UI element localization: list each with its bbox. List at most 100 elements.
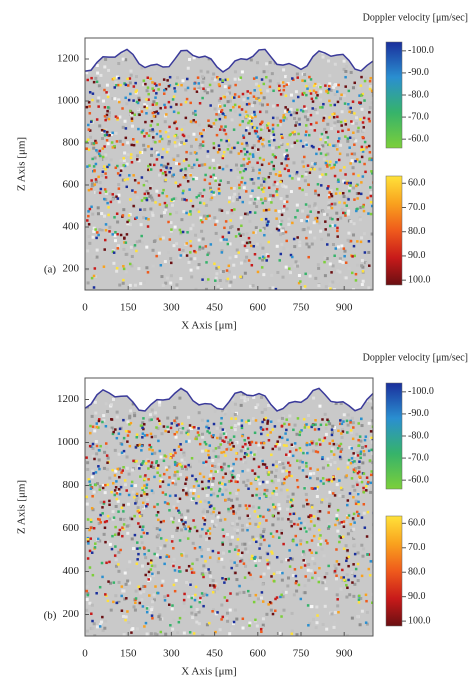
speckle [369, 85, 372, 88]
colorbar-title: Doppler velocity [μm/sec] [363, 12, 468, 23]
speckle [290, 145, 293, 148]
flow-speckle [281, 572, 284, 575]
flow-speckle [156, 471, 159, 474]
flow-speckle [164, 454, 167, 457]
speckle [240, 262, 243, 265]
flow-speckle [314, 190, 317, 193]
flow-speckle [193, 632, 196, 635]
flow-speckle [283, 89, 286, 92]
flow-speckle [290, 133, 293, 136]
flow-speckle [146, 434, 149, 437]
flow-speckle [88, 128, 91, 131]
speckle [222, 552, 225, 555]
speckle [333, 84, 336, 87]
flow-speckle [261, 421, 264, 424]
flow-speckle [192, 178, 195, 181]
flow-speckle [336, 598, 339, 601]
flow-speckle [350, 240, 353, 243]
speckle [226, 620, 229, 623]
flow-speckle [325, 131, 328, 134]
flow-speckle [151, 87, 154, 90]
flow-speckle [158, 194, 161, 197]
flow-speckle [224, 96, 227, 99]
flow-speckle [360, 193, 363, 196]
speckle [331, 281, 334, 284]
flow-speckle [92, 443, 95, 446]
flow-speckle [272, 613, 275, 616]
speckle [99, 485, 102, 488]
speckle [172, 619, 175, 622]
speckle [175, 283, 178, 286]
flow-speckle [291, 222, 294, 225]
speckle [355, 122, 358, 125]
flow-speckle [280, 120, 283, 123]
flow-speckle [306, 503, 309, 506]
speckle [203, 268, 206, 271]
flow-speckle [344, 120, 347, 123]
flow-speckle [187, 464, 190, 467]
speckle [86, 461, 89, 464]
flow-speckle [185, 101, 188, 104]
speckle [272, 183, 275, 186]
speckle [231, 522, 234, 525]
speckle [367, 286, 370, 289]
x-axis-label: X Axis [μm] [181, 666, 236, 678]
flow-speckle [291, 443, 294, 446]
flow-speckle [147, 145, 150, 148]
flow-speckle [151, 489, 154, 492]
flow-speckle [346, 516, 349, 519]
flow-speckle [342, 212, 345, 215]
speckle [108, 226, 111, 229]
flow-speckle [362, 175, 365, 178]
x-tick-label: 900 [336, 648, 353, 660]
speckle [145, 246, 148, 249]
flow-speckle [183, 198, 186, 201]
speckle [230, 627, 233, 630]
flow-speckle [310, 552, 313, 555]
y-tick-label: 200 [63, 263, 80, 275]
flow-speckle [238, 152, 241, 155]
flow-speckle [262, 535, 265, 538]
flow-speckle [294, 141, 297, 144]
flow-speckle [304, 575, 307, 578]
flow-speckle [91, 495, 94, 498]
speckle [150, 632, 153, 635]
speckle [104, 153, 107, 156]
speckle [327, 233, 330, 236]
flow-speckle [95, 484, 98, 487]
speckle [229, 609, 232, 612]
flow-speckle [271, 161, 274, 164]
flow-speckle [208, 432, 211, 435]
speckle [210, 89, 213, 92]
flow-speckle [281, 137, 284, 140]
flow-speckle [288, 549, 291, 552]
flow-speckle [215, 119, 218, 122]
flow-speckle [122, 466, 125, 469]
speckle [276, 117, 279, 120]
flow-speckle [208, 537, 211, 540]
flow-speckle [243, 148, 246, 151]
flow-speckle [311, 98, 314, 101]
flow-speckle [278, 87, 281, 90]
speckle [318, 405, 321, 408]
flow-speckle [147, 478, 150, 481]
speckle [266, 89, 269, 92]
speckle [171, 535, 174, 538]
speckle [192, 542, 195, 545]
flow-speckle [352, 438, 355, 441]
flow-speckle [264, 197, 267, 200]
speckle [103, 533, 106, 536]
flow-speckle [174, 452, 177, 455]
flow-speckle [360, 149, 363, 152]
flow-speckle [223, 129, 226, 132]
speckle [203, 275, 206, 278]
speckle [113, 422, 116, 425]
flow-speckle [343, 579, 346, 582]
flow-speckle [125, 127, 128, 130]
speckle [317, 577, 320, 580]
flow-speckle [201, 221, 204, 224]
speckle [193, 489, 196, 492]
flow-speckle [165, 131, 168, 134]
speckle [355, 500, 358, 503]
flow-speckle [364, 80, 367, 83]
